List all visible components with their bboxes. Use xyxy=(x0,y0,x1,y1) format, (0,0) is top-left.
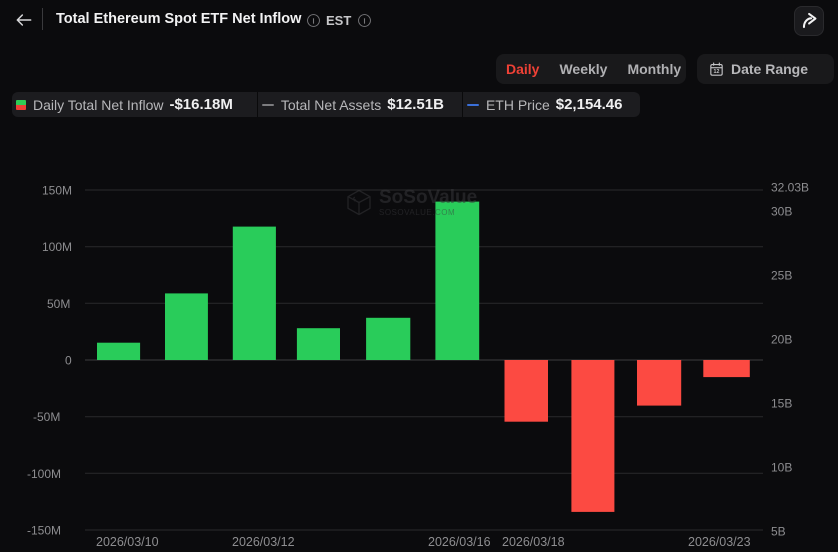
svg-text:25B: 25B xyxy=(771,269,792,283)
svg-text:2026/03/18: 2026/03/18 xyxy=(502,535,565,549)
svg-text:2026/03/12: 2026/03/12 xyxy=(232,535,295,549)
svg-text:30B: 30B xyxy=(771,205,792,219)
svg-text:5B: 5B xyxy=(771,525,786,539)
svg-text:150M: 150M xyxy=(42,184,72,198)
svg-text:2026/03/10: 2026/03/10 xyxy=(96,535,159,549)
svg-text:100M: 100M xyxy=(42,240,72,254)
svg-text:20B: 20B xyxy=(771,333,792,347)
svg-text:2026/03/16: 2026/03/16 xyxy=(428,535,491,549)
svg-text:0: 0 xyxy=(65,354,72,368)
svg-text:12: 12 xyxy=(714,69,720,75)
svg-text:50M: 50M xyxy=(47,297,70,311)
svg-text:10B: 10B xyxy=(771,461,792,475)
svg-text:-50M: -50M xyxy=(33,410,60,424)
svg-text:-150M: -150M xyxy=(27,524,61,538)
svg-text:32.03B: 32.03B xyxy=(771,181,809,195)
svg-text:15B: 15B xyxy=(771,397,792,411)
svg-text:-100M: -100M xyxy=(27,467,61,481)
svg-text:2026/03/23: 2026/03/23 xyxy=(688,535,751,549)
